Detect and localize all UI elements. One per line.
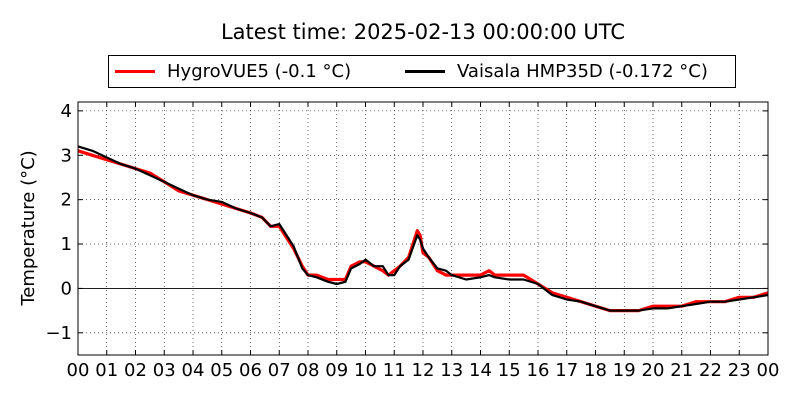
x-tick-label: 09: [325, 360, 348, 381]
x-tick-label: 18: [584, 360, 607, 381]
y-tick-label: 0: [61, 278, 72, 299]
legend-label-vaisala: Vaisala HMP35D (-0.172 °C): [457, 61, 708, 82]
chart-title: Latest time: 2025-02-13 00:00:00 UTC: [220, 20, 626, 44]
x-tick-label: 04: [182, 360, 205, 381]
x-tick-label: 12: [412, 360, 435, 381]
x-tick-label: 15: [498, 360, 521, 381]
legend-label-hygrovue5: HygroVUE5 (-0.1 °C): [167, 61, 352, 82]
legend-swatch-vaisala: [405, 70, 445, 73]
x-tick-label: 06: [239, 360, 262, 381]
y-tick-label: 3: [61, 145, 72, 166]
legend: HygroVUE5 (-0.1 °C) Vaisala HMP35D (-0.1…: [108, 55, 736, 88]
x-tick-label: 17: [555, 360, 578, 381]
series-layer: [77, 145, 769, 313]
x-tick-label: 00: [67, 360, 90, 381]
x-tick-label: 11: [383, 360, 406, 381]
x-tick-label: 13: [440, 360, 463, 381]
x-tick-label: 20: [642, 360, 665, 381]
x-tick-label: 19: [613, 360, 636, 381]
x-tick-label: 23: [728, 360, 751, 381]
y-tick-label: −1: [45, 323, 72, 344]
plot-frame: [77, 101, 769, 356]
legend-entry-vaisala: Vaisala HMP35D (-0.172 °C): [405, 56, 708, 87]
legend-entry-hygrovue5: HygroVUE5 (-0.1 °C): [115, 56, 351, 87]
x-tick-label: 03: [153, 360, 176, 381]
x-tick-label: 07: [268, 360, 291, 381]
x-tick-label: 08: [297, 360, 320, 381]
x-tick-label: 10: [354, 360, 377, 381]
grid-lines: [78, 102, 768, 355]
y-tick-label: 1: [61, 234, 72, 255]
x-tick-label: 16: [527, 360, 550, 381]
legend-swatch-hygrovue5: [115, 70, 155, 73]
x-tick-label: 22: [699, 360, 722, 381]
x-tick-label: 02: [124, 360, 147, 381]
series-line-vaisala: [77, 145, 769, 312]
x-tick-label: 21: [670, 360, 693, 381]
x-tick-label: 05: [210, 360, 233, 381]
y-tick-label: 4: [61, 101, 72, 122]
x-tick-label: 00: [757, 360, 780, 381]
y-tick-label: 2: [61, 190, 72, 211]
x-tick-label: 14: [469, 360, 492, 381]
y-axis-label: Temperature (°C): [18, 150, 39, 306]
tick-layer: 00 01 02 03 04 05 06 07 08 09 10 11 12 13 14 15 16 17 18 19…: [45, 101, 779, 381]
x-tick-label: 01: [95, 360, 118, 381]
